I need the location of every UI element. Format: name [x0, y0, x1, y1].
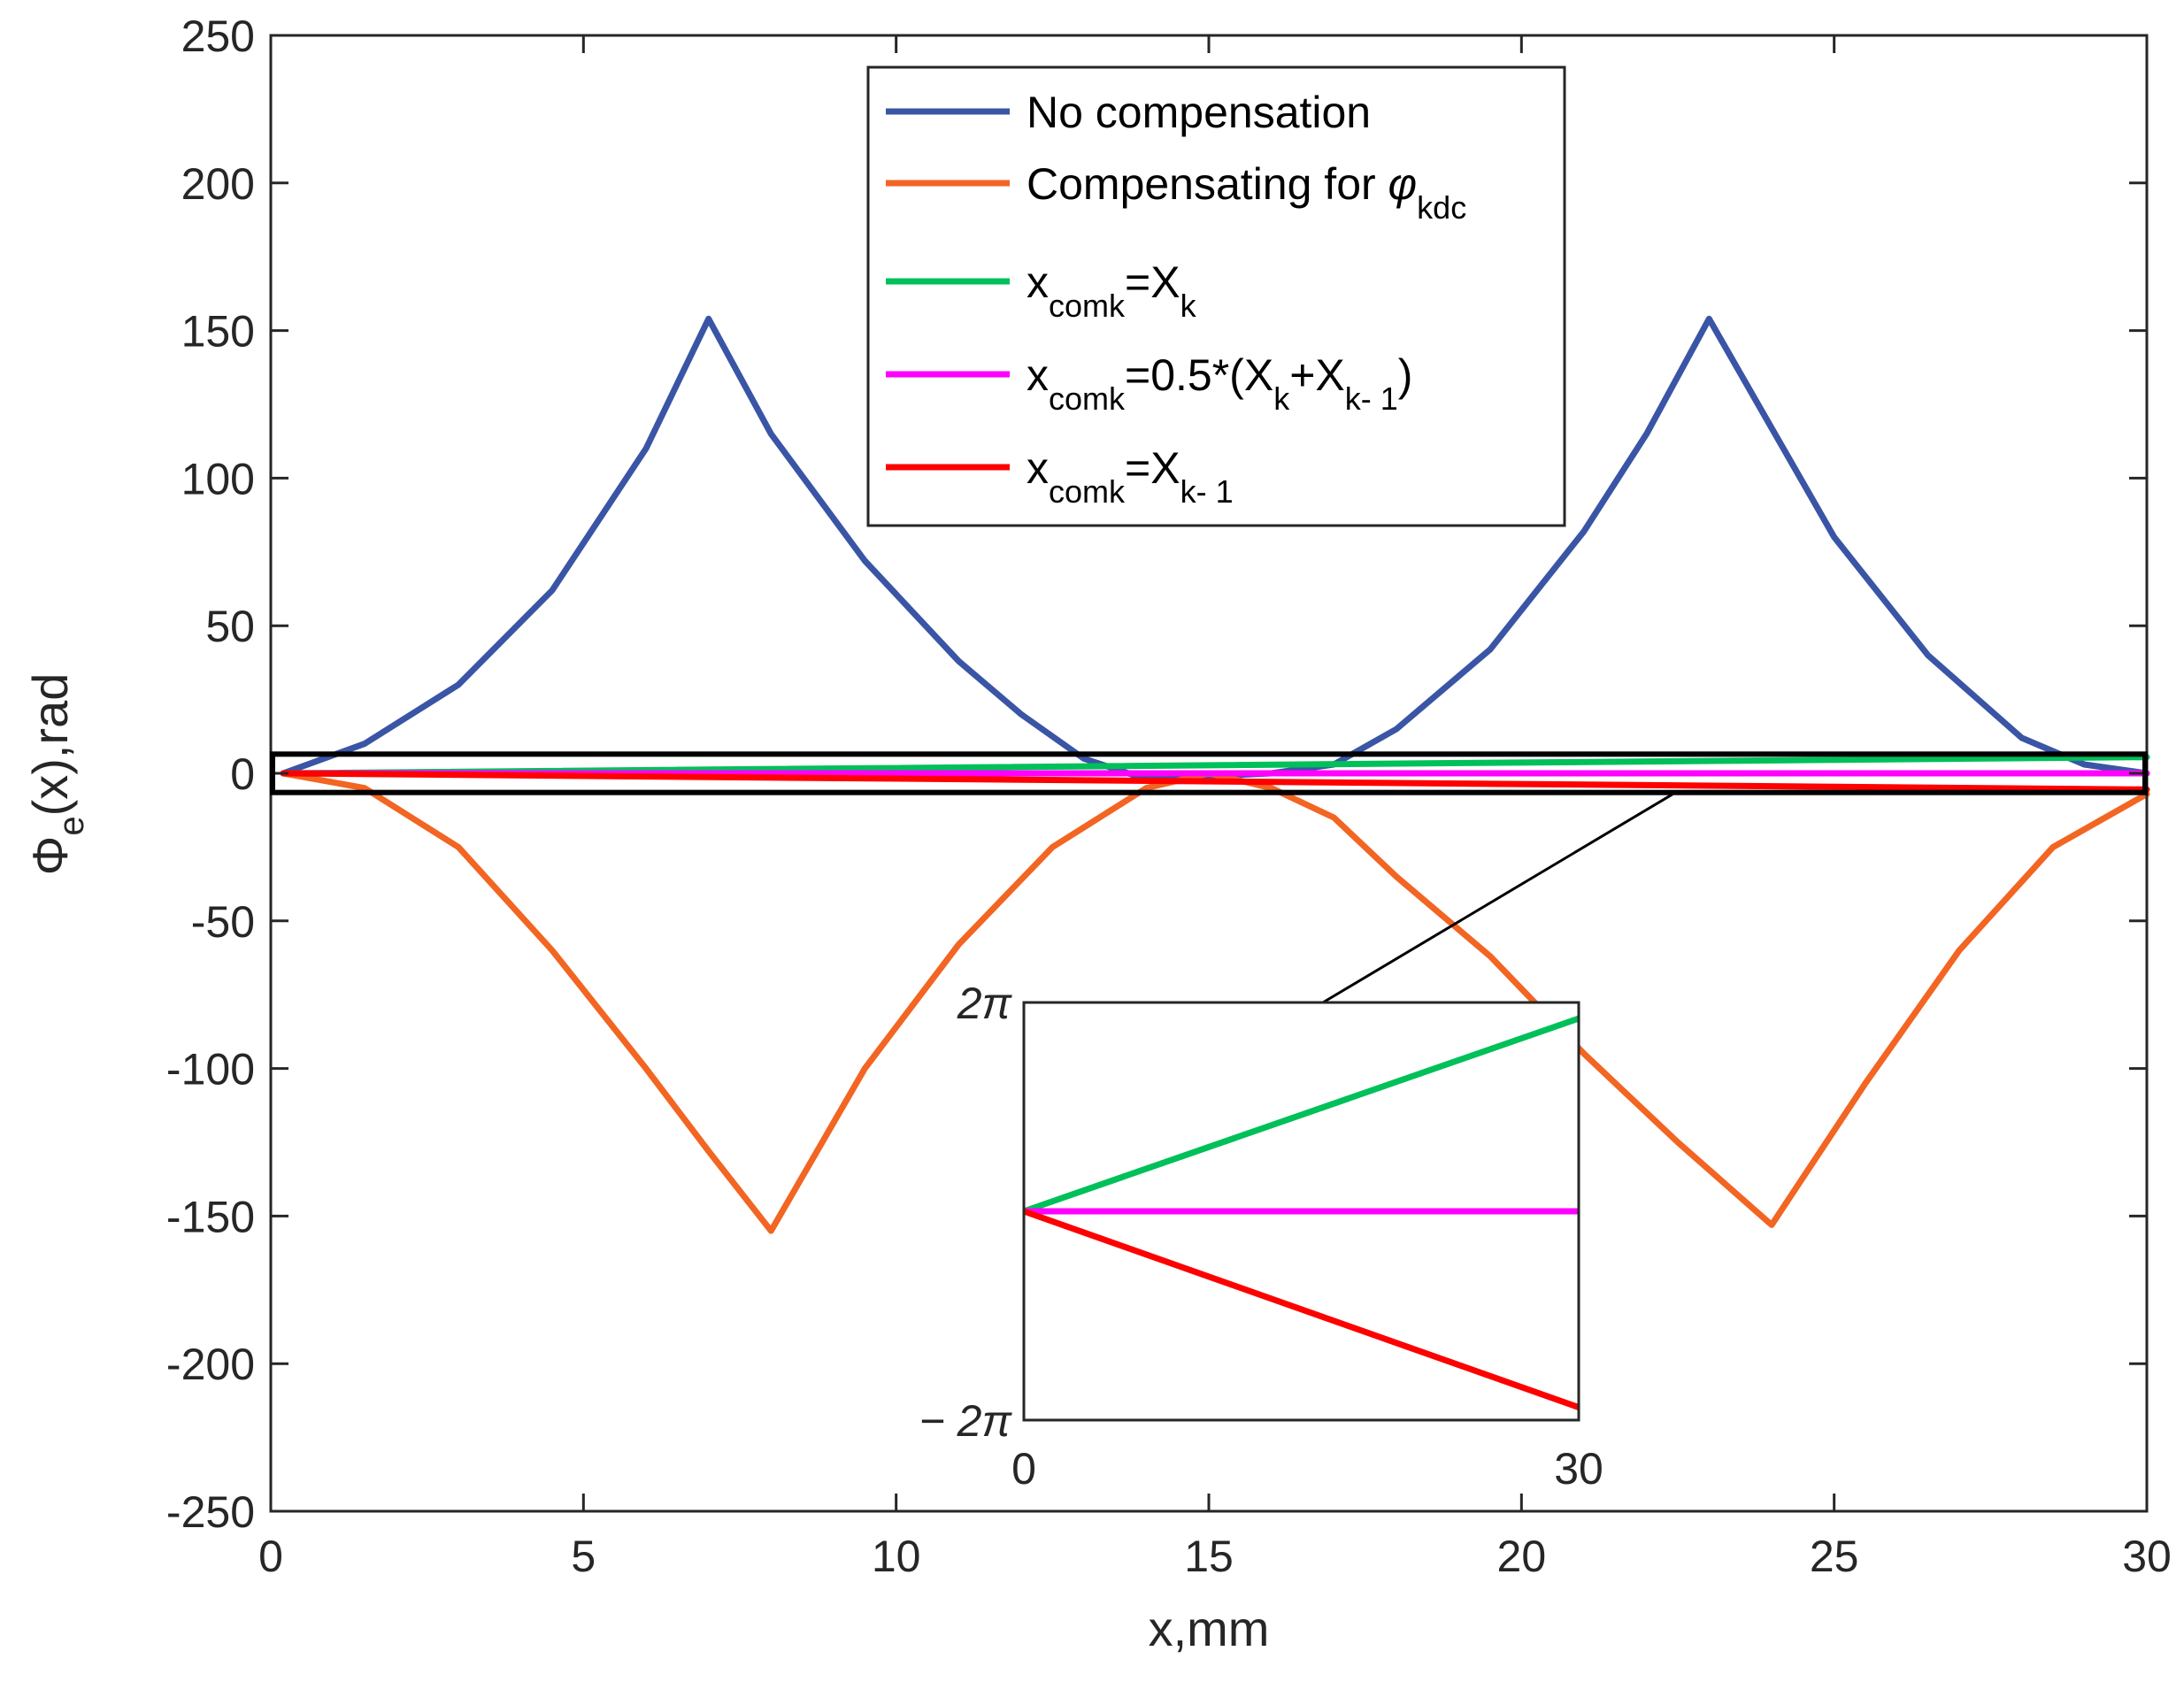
inset-y-tick-label: − 2π [919, 1396, 1013, 1446]
inset-y-tick-label: 2π [957, 979, 1013, 1028]
x-tick-label: 20 [1497, 1532, 1547, 1581]
legend-box [866, 65, 1566, 527]
zoom-box [270, 751, 2148, 795]
inset-series-line-2 [1022, 1208, 1580, 1410]
main-plot-area: 0 5 10 15 20 25 30 -250 -200 -150 -100 -50 0 50 100 150… [22, 12, 2172, 1656]
y-tick-label: -200 [166, 1340, 255, 1389]
x-tick-label: 30 [2122, 1532, 2172, 1581]
legend-entry-label: xcomk=Xk- 1 [1027, 443, 1234, 510]
inset-series-line-0 [1022, 1015, 1580, 1215]
legend-entry-label: xcomk=Xk [1027, 257, 1197, 324]
x-tick-label: 5 [571, 1532, 596, 1581]
x-tick-label: 15 [1184, 1532, 1234, 1581]
y-tick-label: 100 [181, 454, 255, 503]
y-tick-label: 150 [181, 307, 255, 357]
inset-x-tick-label: 30 [1554, 1444, 1603, 1494]
x-axis-label: x,mm [1149, 1601, 1270, 1656]
y-tick-label: -250 [166, 1487, 255, 1537]
series-line-4 [280, 770, 2150, 793]
y-tick-label: 0 [230, 749, 255, 799]
y-tick-label: 50 [205, 602, 255, 651]
y-tick-label: -100 [166, 1045, 255, 1094]
legend-entry-label: xcomk=0.5*(Xk+Xk- 1) [1027, 350, 1412, 417]
legend: No compensation Compensating for φkdc xcom… [866, 65, 1566, 527]
x-tick-label: 25 [1810, 1532, 1859, 1581]
legend-entry-label: No compensation [1027, 88, 1371, 137]
y-axis-label: Φe(x),rad [22, 673, 91, 876]
x-tick-label: 10 [872, 1532, 921, 1581]
y-tick-label: 250 [181, 12, 255, 61]
legend-entry-label: Compensating for φkdc [1027, 159, 1466, 226]
zoom-connector-line [1322, 793, 1673, 1004]
x-tick-label: 0 [258, 1532, 283, 1581]
y-tick-label: -150 [166, 1192, 255, 1241]
inset-plot-area: 0 30 2π − 2π [919, 793, 1673, 1494]
inset-x-tick-label: 0 [1011, 1444, 1036, 1494]
y-tick-label: 200 [181, 159, 255, 209]
inset-frame [1022, 1001, 1580, 1422]
y-tick-label: -50 [191, 897, 255, 947]
